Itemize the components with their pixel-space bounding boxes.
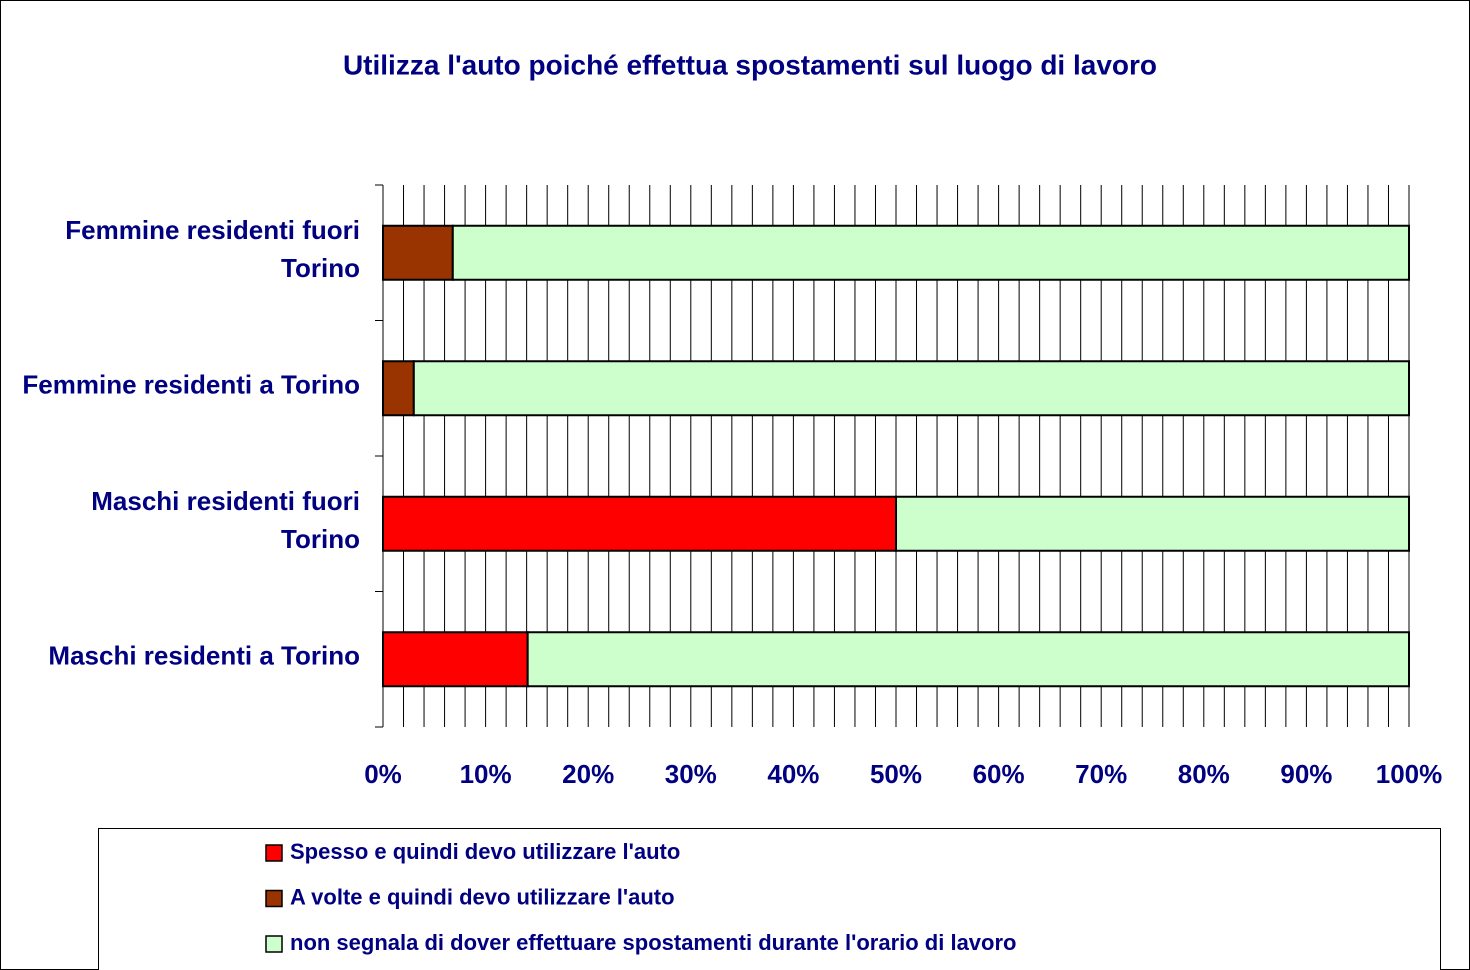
x-tick-label: 90% (1280, 759, 1332, 789)
chart-title: Utilizza l'auto poiché effettua spostame… (343, 49, 1157, 80)
bar-segment (382, 224, 454, 281)
y-tick-label: Femmine residenti fuori Torino (65, 215, 360, 283)
legend-swatch (265, 935, 283, 953)
y-tick-label: Maschi residenti fuori Torino (91, 486, 360, 554)
x-tick-label: 80% (1178, 759, 1230, 789)
x-tick-label: 30% (665, 759, 717, 789)
bar-segment (382, 495, 897, 552)
x-tick-label: 70% (1075, 759, 1127, 789)
x-tick-label: 20% (562, 759, 614, 789)
y-tick-label: Maschi residenti a Torino (48, 640, 360, 670)
bar-segment (451, 224, 1410, 281)
x-tick-label: 0% (364, 759, 402, 789)
x-tick-label: 100% (1376, 759, 1443, 789)
x-tick-label: 60% (973, 759, 1025, 789)
y-tick-label: Femmine residenti a Torino (22, 369, 360, 399)
legend-label: A volte e quindi devo utilizzare l'auto (290, 884, 675, 909)
legend-label: non segnala di dover effettuare spostame… (290, 930, 1016, 955)
x-tick-label: 10% (460, 759, 512, 789)
legend-label: Spesso e quindi devo utilizzare l'auto (290, 839, 680, 864)
bar-segment (382, 360, 415, 417)
x-tick-label: 50% (870, 759, 922, 789)
legend-swatch (265, 889, 283, 908)
bar-segment (382, 631, 529, 688)
x-tick-label: 40% (767, 759, 819, 789)
bar-segment (526, 631, 1410, 688)
bar-segment (412, 360, 1410, 417)
legend-swatch (265, 844, 283, 862)
legend-box (98, 828, 1441, 970)
bar-segment (895, 495, 1410, 552)
